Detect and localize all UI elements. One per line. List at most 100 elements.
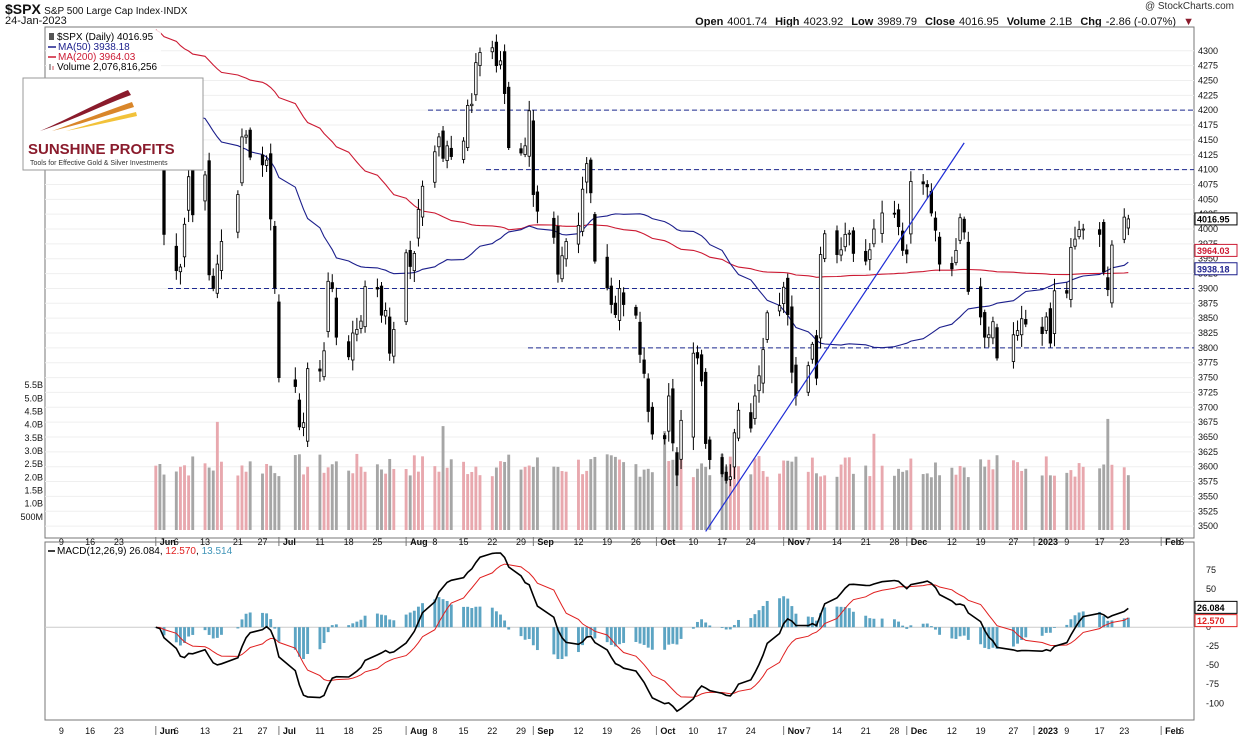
candle-body — [416, 209, 421, 239]
logo-brand: SUNSHINE PROFITS — [28, 141, 175, 158]
macd-histogram-bar — [872, 618, 876, 628]
macd-histogram-bar — [646, 627, 650, 648]
macd-histogram-bar — [441, 599, 445, 628]
price-tick-label: 3725 — [1198, 387, 1218, 397]
quote-summary: Open 4001.74 High 4023.92 Low 3989.79 Close 401… — [695, 16, 1194, 28]
date-tick-label: 10 — [688, 726, 698, 736]
uptrend-line — [705, 142, 965, 532]
volume-bar — [757, 456, 761, 530]
volume-bar — [958, 465, 962, 530]
volume-bar — [441, 426, 445, 530]
volume-bar — [211, 470, 215, 530]
macd-histogram-bar — [421, 603, 424, 628]
macd-legend: MACD(12,26,9) 26.084, 12.570, 13.514 — [57, 546, 233, 557]
date-tick-label: 14 — [832, 726, 842, 736]
date-tick-label: 23 — [1119, 726, 1129, 736]
date-tick-label: 12 — [947, 726, 957, 736]
volume-bar — [909, 458, 913, 530]
volume-bar — [183, 465, 186, 530]
candle-body — [818, 254, 823, 339]
date-tick-label: 7 — [806, 537, 811, 547]
volume-bar — [929, 477, 933, 530]
volume-bar — [519, 469, 523, 530]
volume-bar — [297, 454, 301, 530]
macd-histogram-bar — [330, 625, 334, 628]
date-tick-label: Jun — [160, 537, 176, 547]
candle-body — [260, 154, 265, 166]
volume-bar — [605, 454, 609, 530]
volume-tick-label: 5.5B — [24, 380, 43, 390]
macd-histogram-bar — [269, 619, 273, 628]
date-tick-label: Sep — [537, 726, 554, 736]
candle-body — [527, 110, 531, 157]
macd-histogram-bar — [183, 627, 186, 643]
date-tick-label: Nov — [788, 726, 805, 736]
macd-histogram-bar — [622, 627, 626, 643]
date-tick-label: 19 — [602, 726, 612, 736]
volume-bar — [1077, 463, 1081, 530]
candle-body — [1106, 277, 1110, 291]
macd-histogram-bar — [901, 625, 905, 628]
macd-tick-label: -100 — [1206, 698, 1224, 708]
candle-body — [634, 306, 638, 316]
candle-body — [1020, 318, 1024, 336]
candle-body — [782, 286, 786, 304]
macd-histogram-bar — [297, 627, 301, 657]
macd-signal-line — [155, 563, 1129, 698]
candle-body — [334, 297, 338, 338]
candle-body — [351, 332, 355, 361]
price-tick-label: 4125 — [1198, 150, 1218, 160]
price-tick-label: 4275 — [1198, 61, 1218, 71]
candle-body — [273, 225, 277, 289]
volume-bar — [1024, 468, 1028, 530]
volume-bar — [638, 476, 642, 530]
volume-bar — [761, 471, 765, 530]
volume-tick-label: 3.5B — [24, 433, 43, 443]
candle-body — [408, 249, 412, 267]
sunshine-profits-logo: SUNSHINE PROFITS Tools for Effective Gol… — [22, 77, 204, 171]
macd-histogram-bar — [437, 597, 441, 628]
volume-bar — [351, 473, 355, 530]
volume-bar — [815, 473, 818, 530]
candle-body — [498, 60, 503, 66]
volume-bar — [1053, 475, 1056, 530]
candle-body — [379, 285, 384, 316]
candle-body — [761, 349, 765, 384]
date-tick-label: 9 — [59, 537, 64, 547]
macd-histogram-bar — [925, 623, 929, 628]
date-tick-label: 13 — [200, 726, 210, 736]
price-tick-label: 4000 — [1198, 224, 1218, 234]
chart-symbol: $SPX S&P 500 Large Cap Index·INDX — [5, 1, 188, 17]
volume-bar — [749, 474, 753, 530]
volume-bar — [979, 459, 983, 530]
candle-body — [1011, 334, 1016, 362]
candle-body — [995, 327, 999, 359]
macd-line — [155, 552, 1129, 713]
candle-body — [1044, 316, 1048, 331]
candle-body — [1122, 216, 1126, 240]
macd-histogram-bar — [749, 618, 753, 628]
date-tick-label: 21 — [861, 726, 871, 736]
price-tick-label: 4200 — [1198, 105, 1218, 115]
candle-body — [318, 368, 322, 372]
volume-legend-icon — [49, 64, 51, 70]
macd-histogram-bar — [1081, 611, 1085, 628]
macd-histogram-bar — [819, 613, 823, 628]
macd-histogram-bar — [203, 627, 207, 631]
macd-histogram-bar — [355, 621, 359, 628]
volume-bar — [375, 464, 379, 530]
volume-bar — [950, 467, 954, 530]
macd-histogram-bar — [843, 606, 847, 628]
macd-histogram-bar — [593, 627, 597, 639]
date-tick-label: 28 — [889, 726, 899, 736]
macd-histogram-bar — [991, 627, 995, 648]
macd-histogram-bar — [794, 613, 798, 628]
date-tick-label: 21 — [233, 537, 243, 547]
volume-bar — [302, 474, 305, 530]
macd-histogram-bar — [1012, 627, 1015, 647]
candle-body — [507, 86, 511, 149]
volume-bar — [675, 470, 679, 530]
volume-tick-label: 1.5B — [24, 485, 43, 495]
macd-histogram-bar — [1048, 627, 1052, 633]
macd-histogram-bar — [347, 625, 351, 628]
